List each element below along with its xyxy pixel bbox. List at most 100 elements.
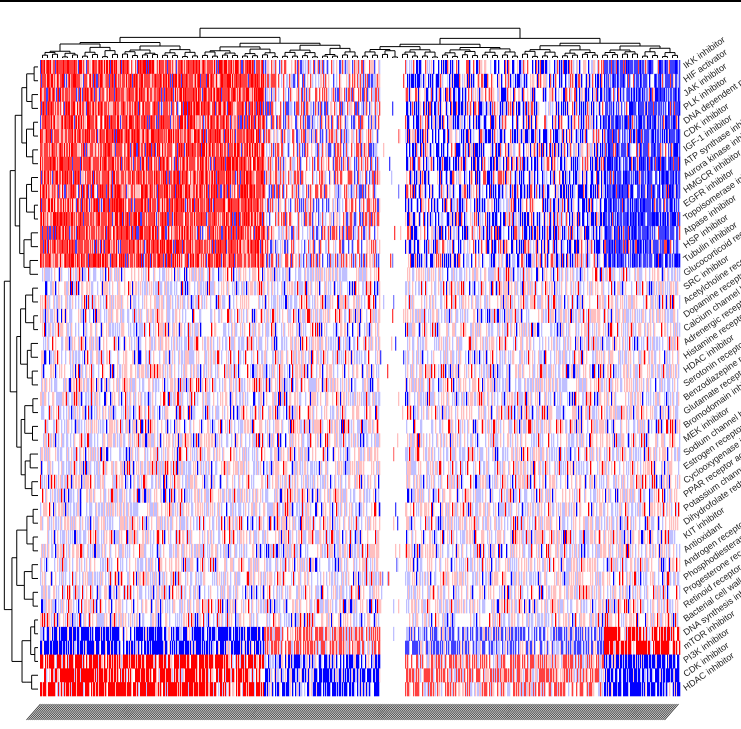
heatmap-cell (663, 198, 665, 213)
heatmap-cell (547, 184, 550, 199)
heatmap-cell (104, 225, 106, 241)
heatmap-cell (505, 184, 507, 199)
heatmap-cell (285, 101, 287, 116)
heatmap-cell (112, 170, 114, 185)
heatmap-cell (299, 170, 301, 185)
heatmap-cell (193, 170, 195, 185)
heatmap-cell (113, 212, 116, 227)
heatmap-cell (512, 115, 514, 130)
heatmap-cell (608, 73, 610, 88)
heatmap-cell (658, 212, 660, 227)
heatmap-cell (459, 156, 462, 171)
heatmap-cell (376, 73, 378, 88)
heatmap-cell (182, 101, 184, 116)
heatmap-cell (98, 101, 100, 116)
heatmap-cell (323, 184, 325, 199)
heatmap-cell (218, 101, 220, 116)
heatmap-cell (412, 142, 415, 158)
heatmap-cell (334, 170, 336, 185)
heatmap-cell (172, 212, 174, 227)
heatmap-cell (419, 87, 421, 102)
heatmap-cell (442, 115, 444, 130)
heatmap-cell (641, 129, 643, 144)
heatmap-cell (569, 129, 571, 144)
heatmap-cell (358, 87, 360, 102)
heatmap-cell (579, 87, 581, 102)
heatmap-cell (123, 60, 125, 75)
heatmap-cell (138, 212, 141, 227)
heatmap-cell (311, 129, 313, 144)
heatmap-cell (115, 212, 119, 227)
heatmap-cell (49, 73, 51, 88)
heatmap-cell (106, 156, 108, 171)
heatmap-cell (59, 142, 61, 158)
heatmap-cell (264, 129, 266, 144)
heatmap-cell (64, 60, 68, 75)
heatmap-cell (369, 101, 371, 116)
heatmap-cell (156, 156, 158, 171)
heatmap-cell (368, 129, 370, 144)
heatmap-cell (162, 115, 164, 130)
heatmap-cell (261, 184, 263, 199)
heatmap-cell (266, 115, 268, 130)
heatmap-cell (196, 170, 198, 185)
heatmap-cell (500, 101, 502, 116)
heatmap-cell (137, 73, 139, 88)
heatmap-cell (627, 115, 629, 130)
heatmap-cell (490, 212, 492, 227)
heatmap-cell (348, 225, 353, 241)
heatmap-cell (46, 115, 51, 130)
heatmap-cell (52, 170, 54, 185)
heatmap-cell (255, 87, 257, 102)
heatmap-cell (67, 60, 70, 75)
heatmap-cell (658, 198, 660, 213)
heatmap-cell (251, 170, 253, 185)
heatmap-cell (176, 212, 178, 227)
heatmap-cell (664, 198, 666, 213)
heatmap-cell (139, 60, 141, 75)
heatmap-cell (347, 225, 349, 241)
heatmap-cell (363, 60, 365, 75)
heatmap-cell (276, 129, 278, 144)
heatmap-cell (545, 60, 548, 75)
heatmap-cell (55, 156, 57, 171)
heatmap-cell (298, 184, 300, 199)
heatmap-cell (465, 170, 468, 185)
heatmap-cell (257, 115, 259, 130)
heatmap-cell (221, 225, 224, 241)
heatmap-cell (95, 142, 97, 158)
heatmap-cell (139, 142, 141, 158)
heatmap-cell (567, 142, 569, 158)
heatmap-cell (199, 198, 201, 213)
heatmap-cell (281, 212, 283, 227)
heatmap-cell (591, 101, 593, 116)
heatmap-cell (366, 225, 368, 241)
heatmap-cell (643, 212, 646, 227)
heatmap-cell (76, 198, 78, 213)
heatmap-cell (175, 212, 177, 227)
heatmap-cell (172, 225, 175, 241)
heatmap-cell (303, 87, 305, 102)
heatmap-cell (189, 198, 192, 213)
heatmap-cell (673, 184, 675, 199)
heatmap-cell (199, 101, 201, 116)
heatmap-cell (147, 142, 149, 158)
heatmap-cell (216, 142, 220, 158)
heatmap-cell (598, 212, 600, 227)
heatmap-cell (78, 101, 80, 116)
heatmap-cell (672, 198, 674, 213)
heatmap-cell (79, 170, 81, 185)
heatmap-cell (206, 129, 208, 144)
heatmap-cell (253, 129, 255, 144)
heatmap-cell (234, 73, 237, 88)
heatmap-cell (296, 129, 299, 144)
heatmap-cell (263, 170, 265, 185)
heatmap-cell (662, 142, 664, 158)
heatmap-cell (498, 198, 500, 213)
heatmap-cell (178, 73, 180, 88)
heatmap-cell (283, 225, 285, 241)
heatmap-cell (131, 198, 133, 213)
heatmap-cell (175, 129, 179, 144)
heatmap-cell (637, 87, 639, 102)
heatmap-cell (585, 198, 587, 213)
